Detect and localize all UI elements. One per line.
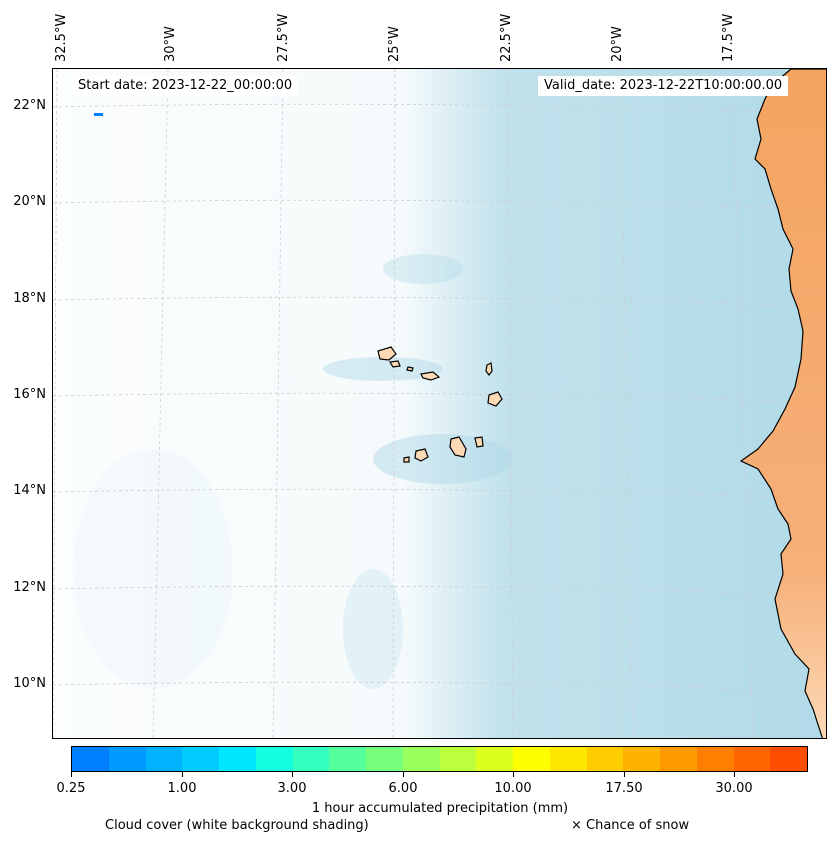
valid-date-label: Valid_date: 2023-12-22T10:00:00.00	[538, 76, 789, 96]
island-sao-vicente	[389, 360, 401, 368]
colorbar-tick-label: 30.00	[715, 781, 753, 796]
colorbar-swatch	[770, 747, 807, 771]
colorbar-tick-label: 1.00	[167, 781, 197, 796]
island-sal	[485, 362, 493, 376]
colorbar-tickmark	[403, 772, 404, 777]
colorbar-swatch	[255, 747, 293, 771]
lat-label-20n: 20°N	[13, 194, 46, 209]
map-panel[interactable]	[52, 68, 827, 739]
lat-label-22n: 22°N	[13, 98, 46, 113]
colorbar-tick-label: 17.50	[605, 781, 643, 796]
colorbar-swatch	[329, 747, 366, 771]
cloud-patch	[383, 254, 463, 284]
graticule	[53, 69, 826, 738]
colorbar-swatch	[219, 747, 256, 771]
cloud-patch	[343, 569, 403, 689]
colorbar-title: 1 hour accumulated precipitation (mm)	[311, 801, 569, 816]
colorbar-swatch	[366, 747, 403, 771]
colorbar-tickmark	[292, 772, 293, 777]
snow-legend: × Chance of snow	[571, 818, 690, 833]
island-brava	[403, 456, 410, 463]
island-fogo	[414, 448, 429, 462]
colorbar-tick-label: 10.00	[494, 781, 532, 796]
island-sao-nicolau	[420, 371, 441, 381]
colorbar-swatch	[108, 747, 146, 771]
colorbar-swatch	[476, 747, 513, 771]
colorbar-tickmark	[624, 772, 625, 777]
lat-label-16n: 16°N	[13, 387, 46, 402]
island-santa-luzia	[406, 366, 414, 372]
lat-label-12n: 12°N	[13, 580, 46, 595]
lat-label-10n: 10°N	[13, 676, 46, 691]
colorbar-swatch	[292, 747, 330, 771]
colorbar-tick-label: 0.25	[56, 781, 86, 796]
colorbar-tickmark	[71, 772, 72, 777]
lon-label-17-5w: 17.5°W	[721, 13, 736, 62]
lon-label-30w: 30°W	[163, 26, 178, 62]
cape-verde-islands	[377, 346, 503, 463]
colorbar-swatch	[182, 747, 219, 771]
colorbar-tickmark	[513, 772, 514, 777]
colorbar-swatch	[660, 747, 697, 771]
colorbar-tickmark	[182, 772, 183, 777]
map-canvas	[53, 69, 826, 738]
colorbar-swatch	[145, 747, 183, 771]
lon-label-25w: 25°W	[387, 26, 402, 62]
start-date-label: Start date: 2023-12-22_00:00:00	[72, 76, 299, 96]
colorbar-tickmark	[734, 772, 735, 777]
colorbar-swatch	[72, 747, 109, 771]
island-santo-antao	[377, 346, 397, 361]
lon-label-20w: 20°W	[610, 26, 625, 62]
lon-label-22-5w: 22.5°W	[499, 13, 514, 62]
colorbar-swatch	[696, 747, 734, 771]
colorbar-swatch	[549, 747, 587, 771]
colorbar-swatch	[733, 747, 771, 771]
colorbar-swatch	[623, 747, 660, 771]
lat-label-18n: 18°N	[13, 291, 46, 306]
colorbar-swatch	[402, 747, 440, 771]
cloud-patch	[323, 357, 443, 381]
lon-label-32-5w: 32.5°W	[54, 13, 69, 62]
colorbar-tick-label: 6.00	[388, 781, 418, 796]
cloud-patch	[73, 449, 233, 689]
colorbar-swatch	[513, 747, 550, 771]
colorbar-swatch	[586, 747, 624, 771]
africa-coast	[739, 69, 826, 738]
island-santiago	[449, 436, 467, 458]
island-maio	[474, 436, 484, 448]
cloud-cover-shading	[53, 69, 826, 738]
island-boa-vista	[487, 391, 503, 407]
lon-label-27-5w: 27.5°W	[276, 13, 291, 62]
colorbar-tick-label: 3.00	[277, 781, 307, 796]
cloud-cover-legend: Cloud cover (white background shading)	[105, 818, 369, 833]
precipitation-colorbar	[71, 746, 808, 772]
precip-spot	[94, 113, 103, 116]
lat-label-14n: 14°N	[13, 483, 46, 498]
colorbar-swatch	[439, 747, 477, 771]
